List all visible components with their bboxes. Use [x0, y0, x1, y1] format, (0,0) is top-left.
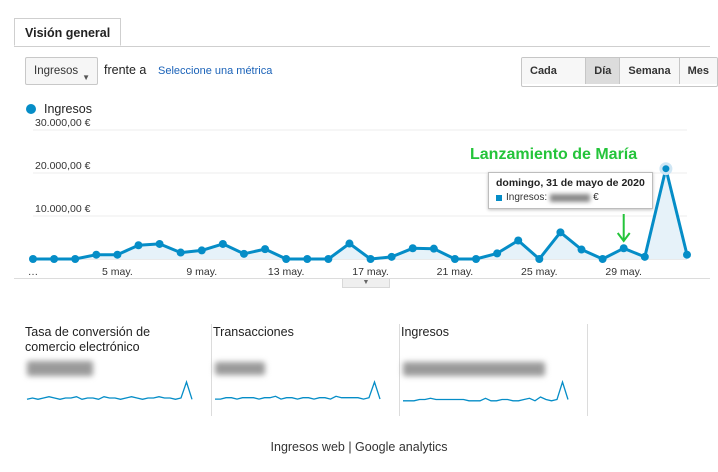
annotation-arrow-head-icon — [616, 232, 631, 243]
y-tick-label: 30.000,00 € — [35, 117, 91, 129]
x-tick-label: 21 may. — [437, 266, 474, 278]
compare-label: frente a — [104, 63, 147, 77]
data-point[interactable] — [29, 255, 37, 263]
chart-tooltip: domingo, 31 de mayo de 2020 Ingresos: € — [488, 172, 653, 209]
x-tick-label: … — [28, 266, 39, 278]
image-caption: Ingresos web | Google analytics — [270, 440, 448, 454]
tooltip-unit: € — [593, 192, 599, 203]
data-point[interactable] — [683, 250, 691, 259]
granularity-day-button[interactable]: Día — [585, 58, 620, 84]
data-point[interactable] — [155, 239, 164, 248]
granularity-hourly-button[interactable]: Cada hora — [522, 58, 586, 84]
tab-bar: Visión general — [14, 18, 710, 47]
data-point[interactable] — [387, 252, 396, 261]
data-point[interactable] — [50, 255, 59, 263]
granularity-week-button[interactable]: Semana — [619, 58, 679, 84]
tab-vision-general[interactable]: Visión general — [14, 18, 122, 46]
tooltip-date: domingo, 31 de mayo de 2020 — [496, 177, 645, 189]
metric-dropdown-label: Ingresos — [34, 65, 79, 77]
chart-divider — [14, 278, 710, 279]
data-point[interactable] — [113, 250, 122, 259]
legend-dot-icon — [26, 104, 36, 114]
data-point[interactable] — [640, 252, 649, 261]
blurred-value — [27, 361, 93, 376]
collapse-chart-handle[interactable]: ▼ — [342, 279, 390, 288]
data-point[interactable] — [450, 255, 459, 263]
tooltip-label: Ingresos: — [506, 192, 548, 203]
metric-dropdown[interactable]: Ingresos ▼ — [25, 57, 98, 85]
blurred-value — [403, 362, 545, 376]
data-point[interactable] — [598, 255, 607, 263]
card-title: Transacciones — [213, 325, 294, 339]
data-point[interactable] — [92, 250, 101, 259]
data-point[interactable] — [345, 239, 354, 248]
card-title: Ingresos — [401, 325, 449, 339]
sparkline — [403, 379, 569, 402]
data-point[interactable] — [71, 255, 80, 263]
x-tick-label: 17 may. — [352, 266, 389, 278]
x-tick-label: 25 may. — [521, 266, 558, 278]
sparkline — [26, 379, 193, 400]
chart-legend: Ingresos — [26, 102, 92, 116]
data-point[interactable] — [659, 162, 673, 176]
triangle-down-icon: ▼ — [362, 279, 370, 286]
granularity-toggle: Cada hora Día Semana Mes — [521, 57, 718, 87]
data-point[interactable] — [218, 239, 227, 248]
sparkline — [215, 379, 381, 400]
data-point[interactable] — [324, 255, 333, 263]
data-point[interactable] — [429, 244, 438, 253]
data-point[interactable] — [472, 255, 481, 263]
data-point[interactable] — [535, 255, 544, 263]
chevron-down-icon: ▼ — [82, 73, 90, 82]
metric-card-revenue[interactable]: Ingresos — [401, 324, 588, 416]
data-point[interactable] — [134, 241, 143, 250]
data-point[interactable] — [197, 246, 206, 255]
metric-card-conversion-rate[interactable]: Tasa de conversión de comercio electróni… — [25, 324, 212, 416]
data-point[interactable] — [261, 245, 270, 254]
data-point[interactable] — [577, 245, 586, 254]
legend-label: Ingresos — [44, 102, 92, 116]
data-point[interactable] — [366, 255, 375, 263]
data-point[interactable] — [239, 249, 248, 258]
tooltip-blurred-value — [550, 193, 591, 202]
data-point[interactable] — [514, 236, 523, 245]
y-tick-label: 20.000,00 € — [35, 160, 91, 172]
data-point[interactable] — [303, 255, 312, 263]
revenue-line-chart: 10.000,00 € 20.000,00 € 30.000,00 € … 5 may… — [28, 117, 691, 278]
x-tick-label: 9 may. — [186, 266, 217, 278]
launch-annotation: Lanzamiento de María — [470, 146, 638, 163]
x-tick-label: 5 may. — [102, 266, 133, 278]
x-tick-label: 13 may. — [268, 266, 305, 278]
granularity-month-button[interactable]: Mes — [678, 58, 717, 84]
metric-card-transactions[interactable]: Transacciones — [213, 324, 400, 416]
x-tick-label: 29 may. — [605, 266, 642, 278]
data-point[interactable] — [176, 248, 185, 257]
data-point[interactable] — [282, 255, 291, 263]
data-point[interactable] — [619, 244, 628, 253]
select-metric-link[interactable]: Seleccione una métrica — [158, 65, 273, 77]
series-square-icon — [496, 194, 502, 201]
blurred-value — [215, 362, 265, 375]
data-point[interactable] — [493, 249, 502, 258]
y-tick-label: 10.000,00 € — [35, 203, 91, 215]
tooltip-value-row: Ingresos: € — [496, 192, 652, 203]
card-title: Tasa de conversión de comercio electróni… — [25, 325, 151, 354]
data-point[interactable] — [556, 228, 565, 237]
data-point[interactable] — [408, 244, 417, 253]
